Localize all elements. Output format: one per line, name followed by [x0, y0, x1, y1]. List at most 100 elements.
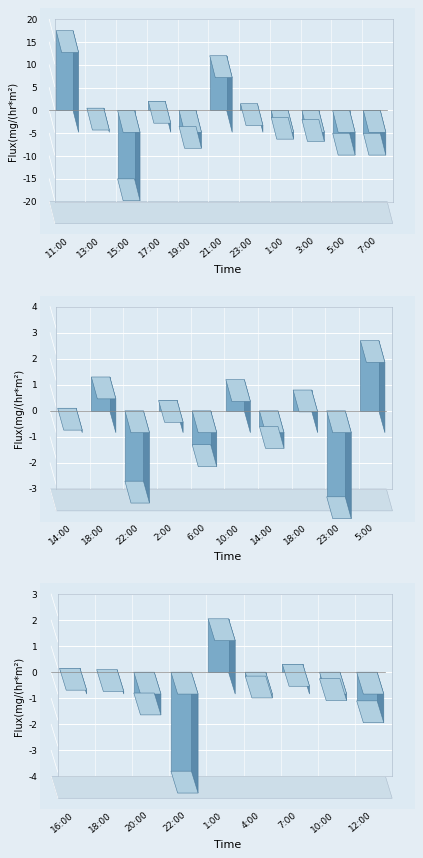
Polygon shape: [134, 693, 161, 715]
Polygon shape: [245, 676, 272, 698]
Polygon shape: [227, 56, 232, 132]
Y-axis label: Flux(mg/(hr*m²): Flux(mg/(hr*m²): [14, 656, 24, 735]
Polygon shape: [171, 771, 198, 793]
Polygon shape: [104, 108, 109, 132]
Polygon shape: [159, 401, 183, 422]
Polygon shape: [171, 672, 198, 694]
Polygon shape: [125, 411, 149, 432]
Polygon shape: [192, 411, 217, 432]
Polygon shape: [179, 111, 201, 132]
Polygon shape: [118, 178, 140, 201]
Polygon shape: [148, 101, 165, 111]
Polygon shape: [259, 426, 284, 449]
Polygon shape: [110, 377, 116, 432]
Polygon shape: [192, 411, 211, 444]
Polygon shape: [357, 672, 384, 694]
Polygon shape: [60, 668, 87, 690]
Polygon shape: [266, 672, 272, 698]
Polygon shape: [363, 133, 386, 155]
Polygon shape: [56, 31, 79, 52]
Polygon shape: [56, 306, 393, 489]
Polygon shape: [228, 619, 235, 694]
Polygon shape: [171, 672, 191, 771]
Polygon shape: [340, 672, 347, 701]
Polygon shape: [211, 411, 217, 467]
Polygon shape: [117, 669, 124, 694]
Polygon shape: [283, 664, 303, 672]
Polygon shape: [87, 108, 109, 130]
Polygon shape: [241, 104, 263, 125]
Polygon shape: [257, 104, 263, 132]
Polygon shape: [58, 408, 82, 430]
Polygon shape: [165, 101, 171, 132]
Polygon shape: [51, 776, 392, 798]
Polygon shape: [50, 489, 393, 511]
Polygon shape: [283, 664, 310, 686]
Polygon shape: [293, 390, 312, 411]
Polygon shape: [118, 111, 140, 132]
Polygon shape: [134, 672, 154, 693]
Polygon shape: [332, 133, 355, 155]
Polygon shape: [125, 481, 149, 503]
Polygon shape: [259, 411, 278, 426]
Polygon shape: [244, 379, 250, 432]
Polygon shape: [91, 377, 116, 399]
X-axis label: Time: Time: [214, 840, 241, 849]
Polygon shape: [58, 408, 76, 411]
Polygon shape: [332, 111, 355, 132]
Polygon shape: [327, 411, 345, 497]
Polygon shape: [76, 408, 82, 432]
Polygon shape: [226, 379, 250, 402]
Polygon shape: [278, 411, 284, 449]
Polygon shape: [302, 111, 324, 132]
Polygon shape: [379, 341, 385, 432]
Polygon shape: [125, 411, 143, 481]
Polygon shape: [380, 111, 386, 155]
Polygon shape: [148, 101, 171, 124]
Polygon shape: [319, 111, 324, 142]
Polygon shape: [97, 669, 117, 672]
Polygon shape: [245, 672, 272, 694]
Polygon shape: [377, 672, 384, 722]
Polygon shape: [210, 56, 227, 111]
Polygon shape: [179, 111, 196, 126]
Polygon shape: [177, 401, 183, 432]
Polygon shape: [159, 401, 177, 411]
X-axis label: Time: Time: [214, 553, 241, 562]
Polygon shape: [56, 31, 73, 111]
Polygon shape: [241, 104, 257, 111]
Polygon shape: [58, 594, 392, 776]
Polygon shape: [363, 111, 380, 133]
Polygon shape: [97, 669, 124, 692]
Polygon shape: [327, 411, 351, 432]
Polygon shape: [245, 672, 266, 676]
Polygon shape: [271, 111, 294, 132]
Polygon shape: [143, 411, 149, 503]
Polygon shape: [302, 111, 319, 119]
Polygon shape: [302, 119, 324, 142]
Y-axis label: Flux(mg/(hr*m²): Flux(mg/(hr*m²): [14, 369, 24, 449]
Polygon shape: [357, 701, 384, 722]
Polygon shape: [288, 111, 294, 139]
Y-axis label: Flux(mg/(hr*m²): Flux(mg/(hr*m²): [8, 82, 18, 161]
Polygon shape: [319, 672, 340, 679]
Polygon shape: [80, 668, 87, 694]
Polygon shape: [312, 390, 318, 432]
Polygon shape: [271, 111, 288, 118]
X-axis label: Time: Time: [214, 265, 241, 275]
Polygon shape: [293, 390, 318, 412]
Polygon shape: [134, 672, 161, 694]
Polygon shape: [327, 497, 351, 519]
Polygon shape: [49, 202, 393, 223]
Polygon shape: [259, 411, 284, 432]
Polygon shape: [191, 672, 198, 793]
Polygon shape: [91, 377, 110, 411]
Polygon shape: [303, 664, 310, 694]
Polygon shape: [360, 341, 385, 362]
Polygon shape: [55, 19, 393, 202]
Polygon shape: [345, 411, 351, 519]
Polygon shape: [196, 111, 201, 148]
Polygon shape: [73, 31, 79, 132]
Polygon shape: [192, 444, 217, 467]
Polygon shape: [363, 111, 386, 132]
